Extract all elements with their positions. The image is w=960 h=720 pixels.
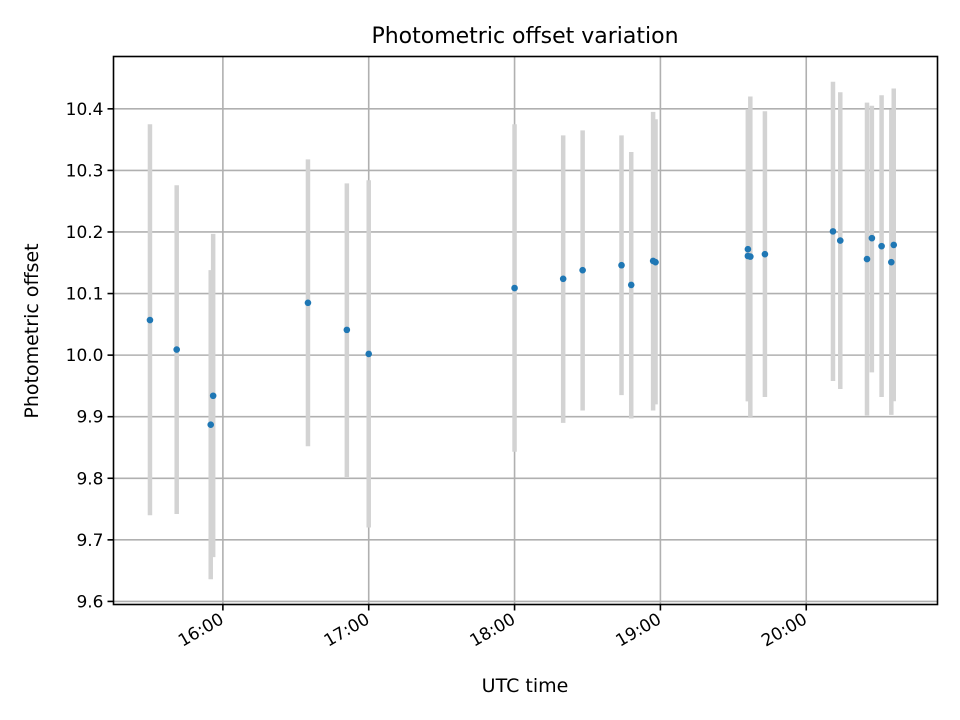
data-point [559,275,567,283]
y-tick-label: 10.4 [66,100,104,120]
data-point [878,242,885,250]
data-point [173,346,180,353]
data-point [888,258,895,266]
y-tick-label: 9.7 [76,531,103,551]
y-tick-label: 9.9 [76,408,103,428]
data-point [829,228,837,235]
grid-lines [113,56,938,605]
data-point [365,350,373,358]
data-point [207,421,215,429]
data-point [304,299,312,307]
y-tick-label: 10.2 [66,223,104,243]
data-point [761,250,769,258]
x-tick-label: 19:00 [612,610,664,652]
data-point [579,266,586,274]
x-tick-label: 18:00 [467,610,519,652]
y-tick-label: 10.0 [66,346,104,366]
y-tick-label: 9.6 [76,592,103,612]
y-tick-label: 9.8 [76,469,103,489]
data-point [744,245,752,253]
x-tick-label: 16:00 [175,610,227,652]
plot-frame [112,55,939,606]
y-axis-label: Photometric offset [21,243,43,418]
data-point [209,392,217,400]
y-tick-label: 10.3 [66,161,104,181]
data-point [652,258,659,266]
data-points [146,228,898,429]
x-axis-label: UTC time [482,675,569,697]
data-point [836,237,844,244]
error-bars [147,81,896,580]
data-point [747,253,754,260]
data-point [511,284,518,292]
data-point [146,316,154,324]
data-point [618,261,625,269]
chart-title: Photometric offset variation [371,24,678,49]
data-point [868,234,876,242]
data-point [343,326,351,334]
y-tick-label: 10.1 [66,285,104,305]
data-point [627,281,635,289]
data-point [863,255,871,263]
data-point [890,241,898,249]
x-tick-label: 17:00 [321,610,373,652]
x-tick-label: 20:00 [758,610,810,652]
